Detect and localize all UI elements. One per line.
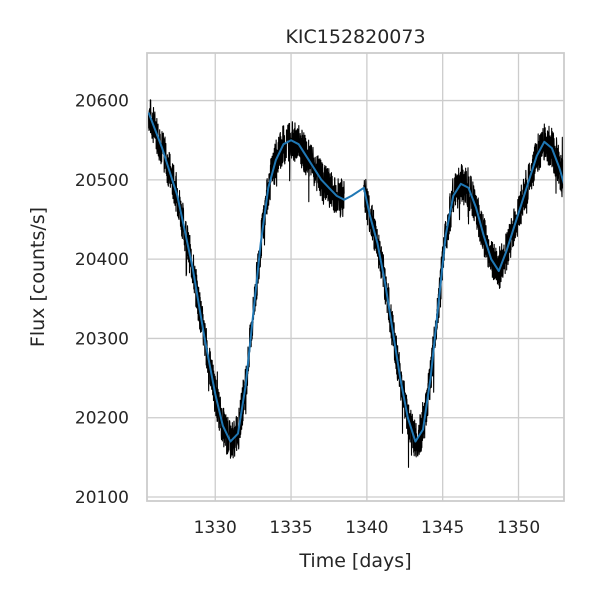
x-tick-label: 1350 bbox=[497, 518, 540, 538]
plot-area bbox=[147, 99, 564, 468]
raw-flux-segment-1 bbox=[147, 99, 345, 459]
y-axis-label: Flux [counts/s] bbox=[27, 207, 49, 347]
tick-labels: 1330 1335 1340 1345 1350 20100 20200 20300 20400… bbox=[75, 92, 540, 538]
y-tick-label: 20200 bbox=[75, 409, 129, 429]
chart-title: KIC152820073 bbox=[285, 26, 425, 48]
y-tick-label: 20400 bbox=[75, 250, 129, 270]
x-tick-label: 1340 bbox=[345, 518, 388, 538]
y-tick-label: 20300 bbox=[75, 329, 129, 349]
x-tick-label: 1330 bbox=[194, 518, 237, 538]
axes-frame bbox=[146, 52, 565, 502]
raw-flux-segment-2 bbox=[363, 123, 564, 468]
smoothed-flux-line bbox=[147, 112, 564, 443]
x-tick-label: 1345 bbox=[421, 518, 464, 538]
y-tick-label: 20500 bbox=[75, 171, 129, 191]
x-tick-label: 1335 bbox=[269, 518, 312, 538]
x-axis-label: Time [days] bbox=[298, 550, 411, 572]
y-tick-label: 20600 bbox=[75, 92, 129, 112]
y-tick-label: 20100 bbox=[75, 488, 129, 508]
